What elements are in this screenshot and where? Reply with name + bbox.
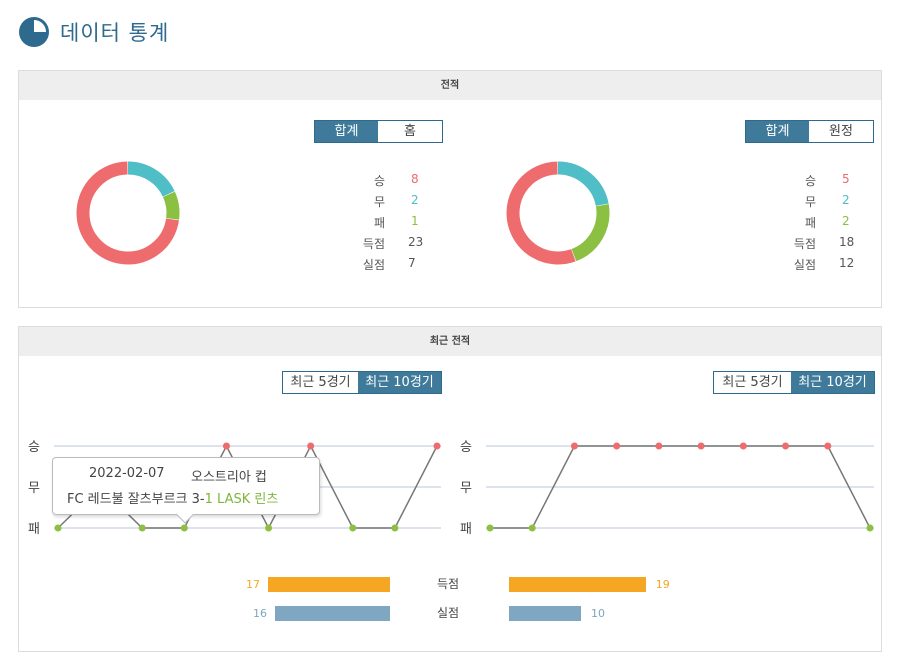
tooltip-competition: 오스트리아 컵 bbox=[191, 470, 267, 485]
donut-slice-draw bbox=[127, 161, 175, 197]
page-title: 데이터 통계 bbox=[60, 21, 170, 45]
tab-home[interactable]: 홈 bbox=[378, 121, 442, 142]
match-point[interactable] bbox=[307, 442, 315, 450]
stat-left-value-2: 1 bbox=[411, 214, 419, 228]
stat-left-value-4: 7 bbox=[408, 256, 416, 270]
ga-right-value: 10 bbox=[591, 607, 605, 620]
recent-panel-title: 최근 전적 bbox=[19, 327, 881, 356]
donut-slice-loss bbox=[571, 204, 610, 262]
match-point[interactable] bbox=[265, 524, 273, 532]
stat-right-value-1: 2 bbox=[842, 193, 850, 207]
gf-left-bar bbox=[267, 577, 390, 592]
match-tooltip: 2022-02-07 오스트리아 컵 FC 레드불 잘츠부르크 3-1 LASK… bbox=[52, 457, 320, 524]
match-point[interactable] bbox=[866, 524, 874, 532]
pie-chart-icon bbox=[19, 17, 49, 47]
gf-left-value: 17 bbox=[246, 578, 260, 591]
match-point[interactable] bbox=[180, 524, 188, 532]
tab-last-10-right[interactable]: 최근 10경기 bbox=[791, 372, 874, 393]
ga-left-bar bbox=[274, 606, 390, 621]
stat-left-label-2: 패 bbox=[373, 216, 385, 230]
record-right-toggle: 합계 원정 bbox=[745, 120, 874, 143]
y-axis-label: 무 bbox=[28, 481, 40, 496]
record-stats-right: 승 5 무 2 패 2 득점 18 실점 12 bbox=[771, 172, 871, 272]
recent-left-toggle: 최근 5경기 최근 10경기 bbox=[282, 371, 442, 394]
tab-last-10-left[interactable]: 최근 10경기 bbox=[358, 372, 441, 393]
stat-right-label-0: 승 bbox=[804, 174, 816, 188]
tab-last-5-left[interactable]: 최근 5경기 bbox=[283, 372, 358, 393]
tooltip-away-team: LASK 린츠 bbox=[217, 492, 279, 507]
page-header: 데이터 통계 bbox=[18, 14, 169, 50]
stat-right-label-2: 패 bbox=[804, 216, 816, 230]
stat-right-label-4: 실점 bbox=[793, 258, 816, 272]
stat-left-value-0: 8 bbox=[411, 172, 419, 186]
match-point[interactable] bbox=[528, 524, 536, 532]
stat-right-value-2: 2 bbox=[842, 214, 850, 228]
gf-label: 득점 bbox=[437, 577, 460, 591]
ga-right-bar bbox=[509, 606, 581, 621]
match-point[interactable] bbox=[613, 442, 621, 450]
stat-right-value-3: 18 bbox=[839, 235, 855, 249]
stat-left-value-3: 23 bbox=[408, 235, 424, 249]
y-axis-label: 승 bbox=[28, 440, 40, 455]
tab-last-5-right[interactable]: 최근 5경기 bbox=[714, 372, 791, 393]
tooltip-score-sep: - bbox=[199, 492, 205, 507]
y-axis-label: 패 bbox=[460, 522, 472, 537]
match-point[interactable] bbox=[655, 442, 663, 450]
match-point[interactable] bbox=[824, 442, 832, 450]
donut-slice-loss bbox=[162, 191, 180, 220]
ga-left-value: 16 bbox=[253, 607, 267, 620]
y-axis-label: 패 bbox=[28, 522, 40, 537]
match-point[interactable] bbox=[697, 442, 705, 450]
recent-right-toggle: 최근 5경기 최근 10경기 bbox=[713, 371, 875, 394]
record-panel-title: 전적 bbox=[19, 71, 881, 100]
stat-right-value-4: 12 bbox=[839, 256, 855, 270]
y-axis-label: 승 bbox=[460, 440, 472, 455]
tooltip-away-score: 1 bbox=[204, 492, 213, 507]
record-stats-left: 승 8 무 2 패 1 득점 23 실점 7 bbox=[340, 172, 440, 272]
tab-total-right[interactable]: 합계 bbox=[746, 121, 809, 142]
tooltip-match: FC 레드불 잘츠부르크 3-1 LASK 린츠 bbox=[67, 488, 278, 507]
stat-right-value-0: 5 bbox=[842, 172, 850, 186]
donut-chart-right bbox=[506, 161, 610, 265]
gf-right-value: 19 bbox=[655, 578, 670, 591]
stat-left-value-1: 2 bbox=[411, 193, 419, 207]
tab-away[interactable]: 원정 bbox=[809, 121, 873, 142]
match-point[interactable] bbox=[222, 442, 230, 450]
match-point[interactable] bbox=[54, 524, 62, 532]
match-point[interactable] bbox=[486, 524, 494, 532]
donut-slice-win bbox=[506, 161, 576, 265]
match-point[interactable] bbox=[138, 524, 146, 532]
donut-slice-win bbox=[76, 161, 179, 265]
stat-left-label-1: 무 bbox=[373, 195, 385, 209]
donut-chart-left bbox=[76, 161, 180, 265]
stat-left-label-3: 득점 bbox=[362, 237, 385, 251]
ga-label: 실점 bbox=[437, 606, 460, 620]
tooltip-home-team: FC 레드불 잘츠부르크 bbox=[67, 492, 188, 507]
tooltip-home-score: 3 bbox=[191, 492, 200, 507]
y-axis-label: 무 bbox=[460, 481, 472, 496]
donut-slice-draw bbox=[557, 161, 609, 207]
match-point[interactable] bbox=[391, 524, 399, 532]
form-chart-right: 승무패 bbox=[460, 440, 874, 537]
stat-left-label-4: 실점 bbox=[362, 258, 385, 272]
match-point[interactable] bbox=[739, 442, 747, 450]
gf-right-bar bbox=[509, 577, 646, 592]
match-point[interactable] bbox=[433, 442, 441, 450]
tab-total-left[interactable]: 합계 bbox=[315, 121, 378, 142]
stat-right-label-3: 득점 bbox=[793, 237, 816, 251]
stat-right-label-1: 무 bbox=[804, 195, 816, 209]
record-left-toggle: 합계 홈 bbox=[314, 120, 443, 143]
form-line bbox=[490, 445, 871, 529]
match-point[interactable] bbox=[570, 442, 578, 450]
match-point[interactable] bbox=[349, 524, 357, 532]
stat-left-label-0: 승 bbox=[373, 174, 385, 188]
match-point[interactable] bbox=[782, 442, 790, 450]
tooltip-date: 2022-02-07 bbox=[89, 466, 165, 481]
